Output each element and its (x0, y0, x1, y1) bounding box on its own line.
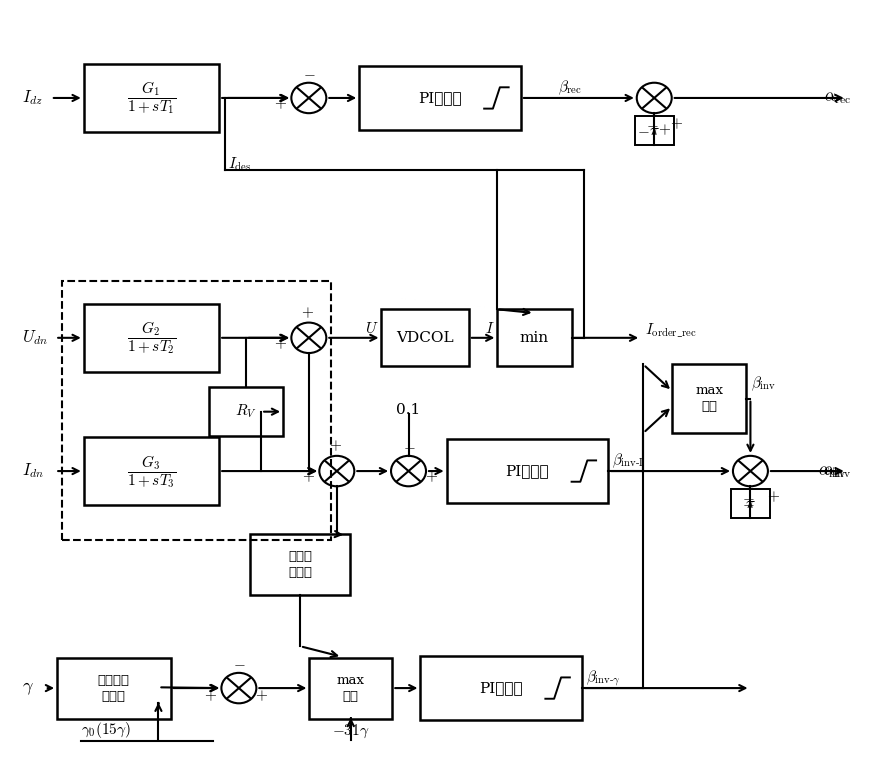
Text: $I_{dz}$: $I_{dz}$ (22, 88, 43, 107)
Text: $\alpha_{\rm inv}$: $\alpha_{\rm inv}$ (818, 463, 847, 479)
Bar (84, 64, 219, 132)
Text: VDCOL: VDCOL (396, 331, 454, 345)
Text: $\dfrac{G_3}{1+sT_3}$: $\dfrac{G_3}{1+sT_3}$ (127, 453, 176, 489)
Text: $I_{dn}$: $I_{dn}$ (22, 462, 44, 480)
Text: $I_{\rm des}$: $I_{\rm des}$ (229, 156, 252, 173)
Text: $\pi$: $\pi$ (649, 123, 660, 138)
Text: 取上周期
最小值: 取上周期 最小值 (98, 673, 130, 703)
Text: 电流偏
差控制: 电流偏 差控制 (288, 550, 312, 579)
Text: $I_{\rm order\_rec}$: $I_{\rm order\_rec}$ (646, 321, 698, 339)
Bar (62, 281, 331, 540)
Text: $\alpha_{\rm inv}$: $\alpha_{\rm inv}$ (823, 463, 851, 479)
Bar (672, 364, 746, 433)
Text: $+$: $+$ (275, 337, 288, 351)
Text: $-$: $-$ (637, 123, 650, 137)
Text: $\beta_{\rm inv\text{-}\gamma}$: $\beta_{\rm inv\text{-}\gamma}$ (585, 668, 620, 688)
Bar (209, 387, 283, 436)
Bar (309, 657, 392, 719)
Text: $+$: $+$ (302, 305, 314, 320)
Text: $-$: $-$ (646, 117, 659, 131)
Text: $+$: $+$ (303, 470, 315, 485)
Text: $\gamma$: $\gamma$ (22, 679, 33, 697)
Text: $\beta_{\rm inv\text{-}I}$: $\beta_{\rm inv\text{-}I}$ (612, 452, 644, 470)
Text: $+$: $+$ (671, 117, 684, 131)
Text: $+$: $+$ (658, 123, 671, 137)
Text: $\pi$: $\pi$ (745, 497, 756, 511)
Bar (57, 657, 171, 719)
Text: $\beta_{\rm rec}$: $\beta_{\rm rec}$ (558, 79, 582, 97)
Text: $+$: $+$ (275, 97, 288, 111)
Text: $-$: $-$ (304, 66, 316, 80)
Text: $+$: $+$ (425, 470, 437, 485)
Bar (634, 117, 674, 145)
Text: $I$: $I$ (485, 321, 495, 336)
Text: max
选择: max 选择 (695, 384, 723, 413)
Bar (730, 489, 770, 518)
Bar (497, 309, 572, 367)
Text: $\beta_{\rm inv}$: $\beta_{\rm inv}$ (751, 374, 776, 393)
Text: PI控制器: PI控制器 (506, 464, 549, 478)
Text: $+$: $+$ (204, 688, 217, 703)
Text: $+$: $+$ (329, 439, 342, 453)
Text: min: min (520, 331, 549, 345)
Bar (84, 304, 219, 372)
Text: $+$: $+$ (255, 688, 268, 703)
Text: $-$: $-$ (743, 490, 755, 504)
Bar (446, 439, 608, 503)
Bar (421, 656, 582, 720)
Text: 0.1: 0.1 (396, 403, 421, 417)
Text: $\dfrac{G_1}{1+sT_1}$: $\dfrac{G_1}{1+sT_1}$ (127, 80, 176, 117)
Text: $\dfrac{G_2}{1+sT_2}$: $\dfrac{G_2}{1+sT_2}$ (127, 319, 176, 357)
Text: $U$: $U$ (365, 321, 378, 336)
Text: $-$: $-$ (403, 439, 415, 453)
Text: PI控制器: PI控制器 (418, 91, 462, 105)
Text: $-$: $-$ (743, 496, 755, 510)
Bar (359, 66, 521, 130)
Bar (250, 535, 350, 595)
Text: $U_{dn}$: $U_{dn}$ (22, 328, 48, 347)
Text: max
选择: max 选择 (337, 673, 365, 703)
Text: $+$: $+$ (766, 489, 780, 504)
Text: PI控制器: PI控制器 (480, 681, 523, 695)
Text: $-$: $-$ (233, 656, 246, 670)
Text: $\alpha_{\rm rec}$: $\alpha_{\rm rec}$ (824, 90, 851, 107)
Text: $-31°$: $-31°$ (332, 723, 370, 740)
Text: $R_V$: $R_V$ (235, 403, 257, 420)
Bar (84, 436, 219, 505)
Bar (381, 309, 469, 367)
Text: $\gamma_0(15°)$: $\gamma_0(15°)$ (82, 720, 131, 740)
